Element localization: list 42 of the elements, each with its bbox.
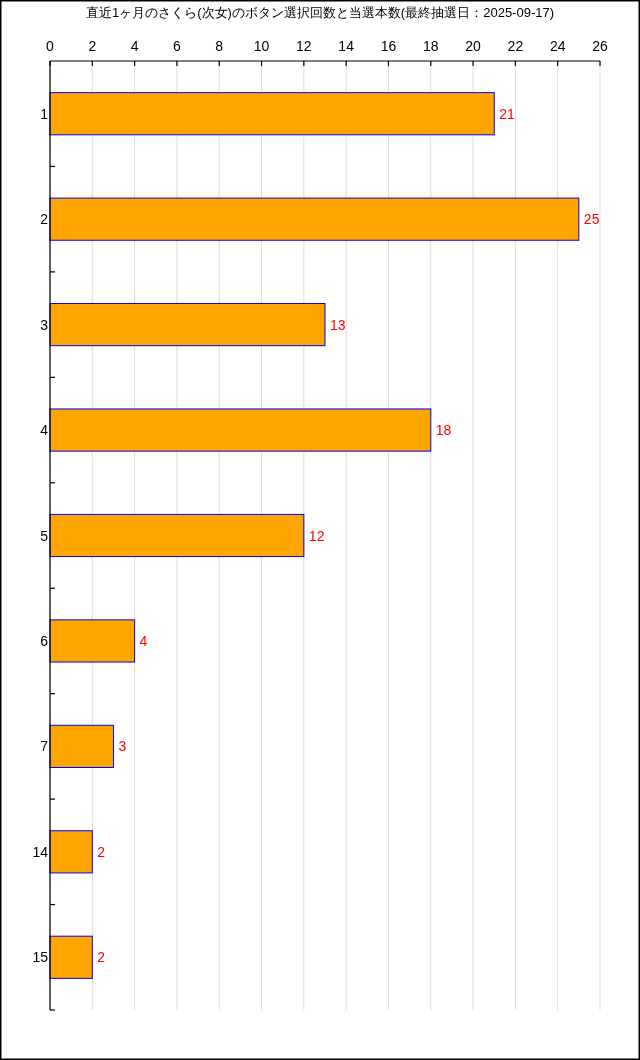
y-tick-label: 14 [32,843,49,860]
data-label: 25 [583,211,600,228]
data-label: 13 [330,316,346,333]
y-tick-label: 6 [40,632,49,649]
bar [49,408,432,452]
y-tick-label: 5 [40,527,49,544]
bar [49,513,305,558]
y-tick-label: 3 [40,316,49,333]
x-tick-label: 20 [465,38,482,54]
bar [49,935,93,979]
y-tick-label: 7 [40,738,49,755]
bar [49,724,114,768]
x-tick-label: 6 [173,38,182,54]
data-label: 3 [118,738,127,755]
x-tick-label: 4 [130,38,139,54]
data-label: 18 [435,422,452,439]
x-tick-label: 12 [296,38,312,54]
bar [49,92,495,136]
x-tick-label: 18 [422,38,439,54]
data-label: 4 [139,632,148,649]
data-label: 2 [97,949,106,966]
x-tick-label: 10 [253,38,270,54]
x-tick-label: 26 [592,38,608,54]
y-tick-label: 4 [40,422,49,439]
x-tick-label: 2 [88,38,97,54]
x-tick-label: 24 [549,38,566,54]
data-label: 2 [97,843,106,860]
bar [49,303,326,347]
x-tick-label: 16 [380,38,397,54]
y-tick-label: 15 [32,949,49,966]
data-label: 12 [308,527,325,544]
bar [49,830,93,874]
y-tick-label: 2 [40,211,49,228]
x-tick-label: 0 [46,38,55,54]
bar [49,197,580,241]
x-tick-label: 14 [338,38,355,54]
x-tick-label: 8 [215,38,224,54]
bar [49,619,136,663]
y-tick-label: 1 [40,105,49,122]
data-label: 21 [499,105,516,122]
x-tick-label: 22 [507,38,524,54]
chart-title: 直近1ヶ月のさくら(次女)のボタン選択回数と当選本数(最終抽選日：2025-09-17) [85,5,555,20]
